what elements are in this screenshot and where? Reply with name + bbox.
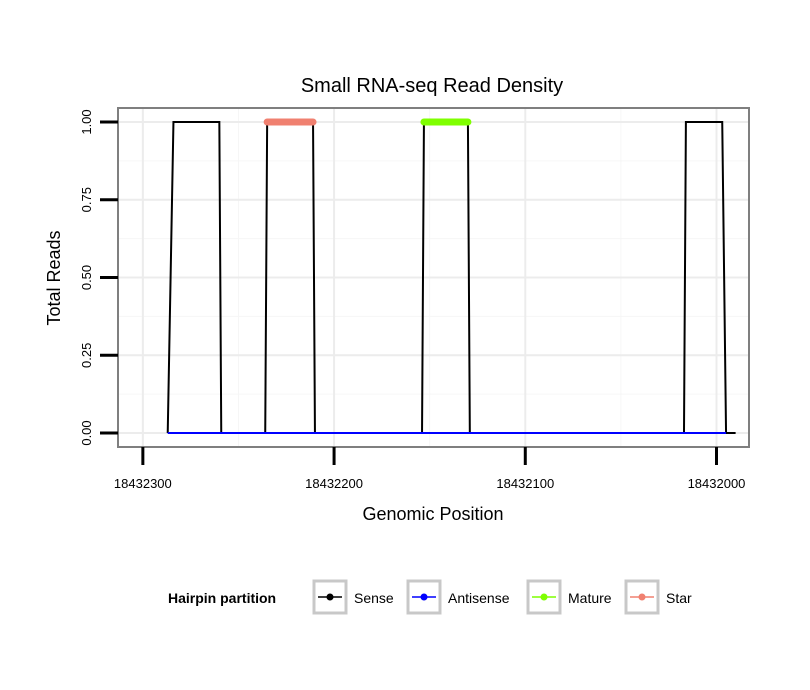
legend-dot-sense [326, 593, 334, 601]
legend-dot-antisense [420, 593, 428, 601]
x-tick-label: 18432300 [114, 476, 172, 491]
y-tick-label: 0.50 [79, 265, 94, 290]
legend-label-mature: Mature [568, 590, 612, 606]
y-tick-label: 1.00 [79, 109, 94, 134]
series-layer [166, 118, 736, 434]
x-tick-label: 18432000 [688, 476, 746, 491]
legend-item-sense: Sense [312, 579, 394, 615]
y-tick-label: 0.00 [79, 420, 94, 445]
legend-label-sense: Sense [354, 590, 394, 606]
legend-title: Hairpin partition [168, 590, 276, 606]
legend-item-mature: Mature [526, 579, 612, 615]
y-axis-title: Total Reads [44, 230, 64, 325]
x-tick-label: 18432200 [305, 476, 363, 491]
x-axis-ticks: 18432300 18432200 18432100 18432000 [114, 447, 745, 491]
legend-dot-star [638, 593, 646, 601]
x-axis-title: Genomic Position [362, 504, 503, 524]
legend-label-antisense: Antisense [448, 590, 510, 606]
legend-item-antisense: Antisense [406, 579, 510, 615]
y-tick-label: 0.75 [79, 187, 94, 212]
y-tick-label: 0.25 [79, 343, 94, 368]
chart-title: Small RNA-seq Read Density [301, 75, 563, 97]
legend-label-star: Star [666, 590, 692, 606]
legend: Hairpin partition Sense Antisense Mature… [168, 579, 692, 615]
x-tick-label: 18432100 [496, 476, 554, 491]
legend-dot-mature [540, 593, 548, 601]
grid-lines [118, 108, 749, 447]
y-axis-ticks: 0.00 0.25 0.50 0.75 1.00 [79, 109, 118, 446]
legend-item-star: Star [624, 579, 692, 615]
